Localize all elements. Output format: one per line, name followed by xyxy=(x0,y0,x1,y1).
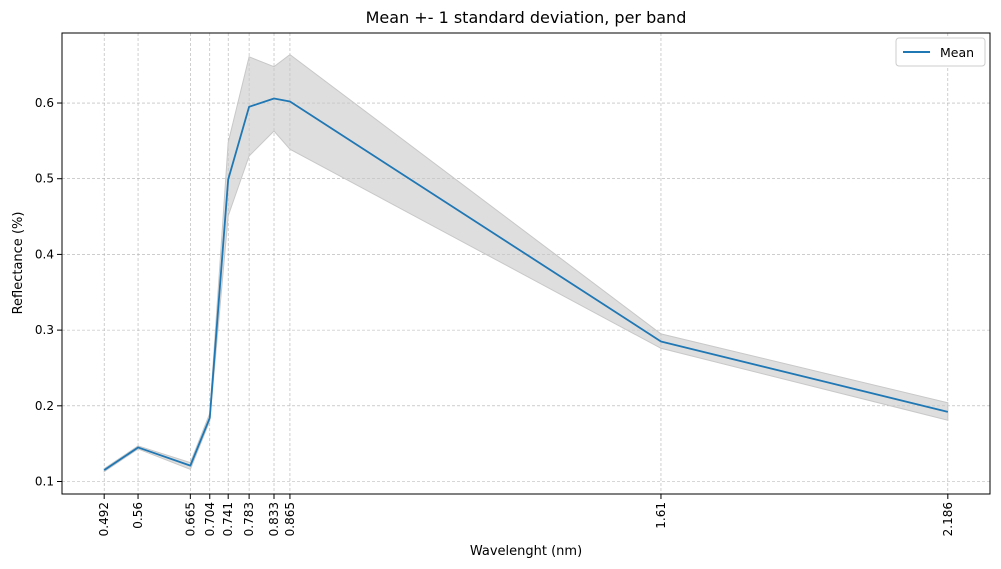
x-axis-label: Wavelenght (nm) xyxy=(470,544,582,559)
mean-line xyxy=(103,97,949,471)
plot-frame xyxy=(61,32,991,495)
x-tick-label: 0.56 xyxy=(131,502,145,529)
x-axis-ticks: 0.492 0.56 0.665 0.704 0.741 0.783 0.833 0.865 1… xyxy=(97,494,955,536)
std-band xyxy=(103,53,949,473)
x-tick-label: 0.741 xyxy=(221,502,235,536)
std-band-layer xyxy=(103,53,949,473)
legend-box xyxy=(895,37,986,67)
legend-label-mean: Mean xyxy=(940,45,974,60)
x-tick-label: 0.865 xyxy=(283,502,297,536)
x-tick-label: 0.833 xyxy=(267,502,281,536)
legend: Mean xyxy=(895,37,986,67)
x-tick-label: 0.492 xyxy=(97,502,111,536)
chart-title: Mean +- 1 standard deviation, per band xyxy=(366,8,687,27)
x-tick-label: 0.665 xyxy=(183,502,197,536)
y-tick-label: 0.3 xyxy=(35,323,54,337)
x-tick-label: 0.704 xyxy=(203,502,217,536)
y-tick-label: 0.2 xyxy=(35,399,54,413)
y-tick-label: 0.5 xyxy=(35,172,54,186)
y-axis-label: Reflectance (%) xyxy=(11,212,26,315)
mean-line-layer xyxy=(103,97,949,471)
y-tick-label: 0.4 xyxy=(35,247,54,261)
y-tick-label: 0.1 xyxy=(35,475,54,489)
y-axis-ticks: 0.1 0.2 0.3 0.4 0.5 0.6 xyxy=(35,96,62,489)
x-tick-label: 2.186 xyxy=(941,502,955,536)
x-tick-label: 0.783 xyxy=(242,502,256,536)
y-tick-label: 0.6 xyxy=(35,96,54,110)
x-tick-label: 1.61 xyxy=(654,502,668,529)
